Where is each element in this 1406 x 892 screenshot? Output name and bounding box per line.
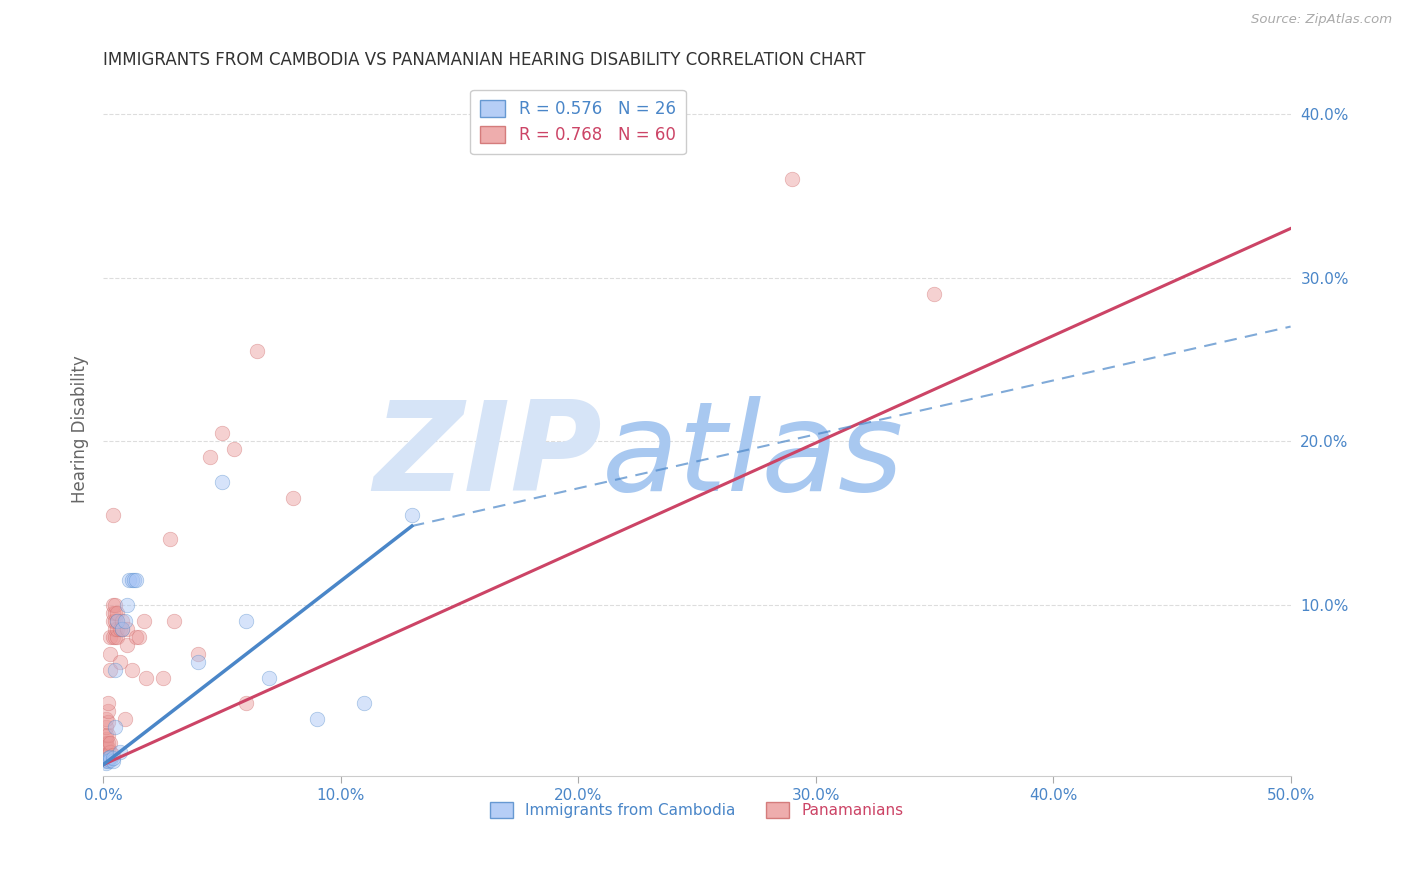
Point [108,655,131,669]
Point [98,630,121,644]
Point [104,598,127,612]
Point [198,450,221,465]
Point [163,614,186,628]
Point [135,671,157,685]
Point [101,508,124,522]
Point [94,731,117,746]
Legend: Immigrants from Cambodia, Panamanians: Immigrants from Cambodia, Panamanians [484,796,910,824]
Point [94,747,117,762]
Point [128,630,150,644]
Point [101,630,124,644]
Point [121,663,143,677]
Point [94,712,117,726]
Point [125,573,148,587]
Point [118,573,141,587]
Point [98,753,121,767]
Point [97,741,120,756]
Point [105,614,128,628]
Point [98,647,121,661]
Point [401,508,423,522]
Point [97,755,120,769]
Point [97,696,120,710]
Point [94,755,117,769]
Point [235,614,257,628]
Point [101,751,124,765]
Point [98,736,121,750]
Point [115,622,138,636]
Point [101,598,124,612]
Point [101,755,124,769]
Point [97,753,120,767]
Point [98,749,121,764]
Point [235,696,257,710]
Point [152,671,174,685]
Point [105,622,128,636]
Point [111,622,134,636]
Point [259,671,281,685]
Point [125,630,148,644]
Point [924,286,946,301]
Point [111,622,134,636]
Point [108,745,131,759]
Point [305,712,328,726]
Point [246,344,269,359]
Point [104,630,127,644]
Point [104,622,127,636]
Point [132,614,155,628]
Point [115,639,138,653]
Point [94,736,117,750]
Text: IMMIGRANTS FROM CAMBODIA VS PANAMANIAN HEARING DISABILITY CORRELATION CHART: IMMIGRANTS FROM CAMBODIA VS PANAMANIAN H… [103,51,866,69]
Point [97,751,120,765]
Point [105,614,128,628]
Point [94,741,117,756]
Point [98,745,121,759]
Point [97,728,120,742]
Point [98,663,121,677]
Point [222,442,245,457]
Point [104,606,127,620]
Point [115,598,138,612]
Point [97,736,120,750]
Point [211,475,233,489]
Point [114,614,136,628]
Point [101,747,124,762]
Y-axis label: Hearing Disability: Hearing Disability [72,355,89,502]
Point [105,606,128,620]
Point [281,491,304,506]
Point [101,614,124,628]
Point [121,573,143,587]
Point [159,532,181,546]
Point [353,696,375,710]
Point [104,720,127,734]
Point [108,622,131,636]
Point [114,712,136,726]
Point [94,753,117,767]
Point [111,614,134,628]
Text: Source: ZipAtlas.com: Source: ZipAtlas.com [1251,13,1392,27]
Point [187,655,209,669]
Point [780,172,803,186]
Point [97,704,120,718]
Point [94,728,117,742]
Point [211,425,233,440]
Point [97,747,120,762]
Point [101,606,124,620]
Text: atlas: atlas [602,396,904,517]
Point [94,720,117,734]
Point [104,663,127,677]
Point [97,715,120,730]
Point [104,614,127,628]
Point [187,647,209,661]
Point [105,630,128,644]
Point [94,756,117,770]
Point [122,573,145,587]
Text: ZIP: ZIP [373,396,602,517]
